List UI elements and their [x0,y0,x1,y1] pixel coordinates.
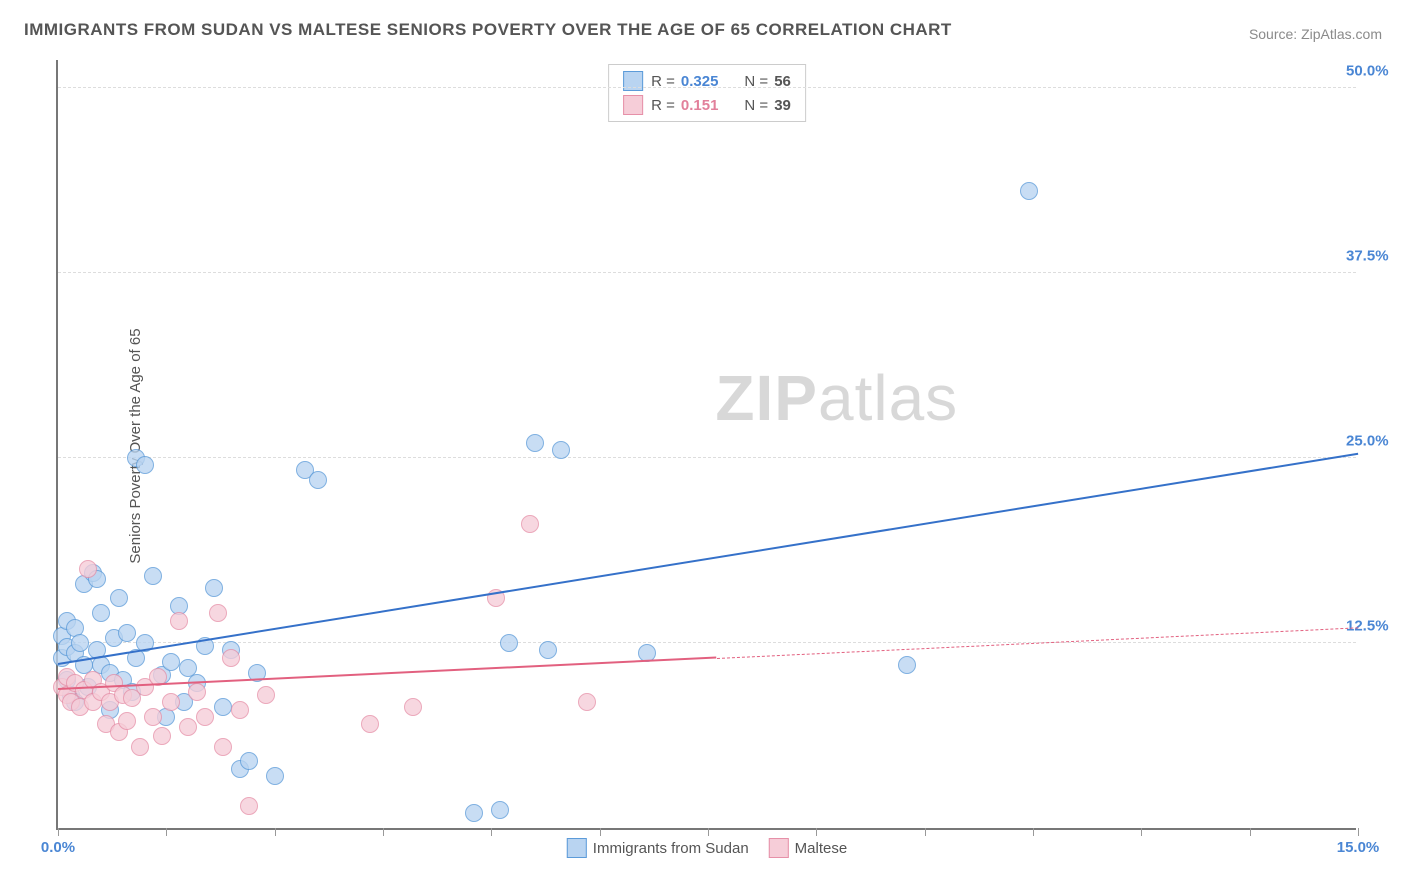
scatter-point [209,604,227,622]
legend-series-label: Maltese [795,840,848,857]
scatter-point [491,801,509,819]
x-tick [275,828,276,836]
scatter-point [361,715,379,733]
scatter-point [222,649,240,667]
source-attribution: Source: ZipAtlas.com [1249,26,1382,42]
x-tick [1250,828,1251,836]
legend-swatch [567,838,587,858]
x-tick [600,828,601,836]
legend-stats: R = 0.325N = 56 R = 0.151 N = 39 [608,64,806,122]
y-tick-label: 50.0% [1346,62,1406,79]
x-tick [816,828,817,836]
scatter-point [188,683,206,701]
scatter-point [71,634,89,652]
trend-line [717,627,1358,659]
legend-r: R = 0.151 [651,97,718,114]
scatter-point [539,641,557,659]
grid-line [58,87,1356,88]
scatter-point [153,727,171,745]
x-tick [1033,828,1034,836]
scatter-point [465,804,483,822]
grid-line [58,272,1356,273]
scatter-point [309,471,327,489]
legend-swatch [623,71,643,91]
watermark: ZIPatlas [715,361,958,435]
plot-area: ZIPatlas R = 0.325N = 56R = 0.151N = 39 … [56,60,1356,830]
y-tick-label: 12.5% [1346,617,1406,634]
legend-swatch [769,838,789,858]
x-tick [1141,828,1142,836]
grid-line [58,642,1356,643]
scatter-point [404,698,422,716]
legend-series-item: Immigrants from Sudan [567,838,749,858]
x-tick-label: 15.0% [1337,839,1380,856]
legend-stats-row: R = 0.325N = 56 [623,69,791,93]
scatter-point [266,767,284,785]
trend-line [58,453,1358,665]
scatter-point [257,686,275,704]
scatter-point [162,653,180,671]
scatter-point [578,693,596,711]
scatter-point [110,589,128,607]
grid-line [58,457,1356,458]
legend-stats-row: R = 0.151 N = 39 [623,93,791,117]
scatter-point [214,698,232,716]
x-tick [925,828,926,836]
scatter-point [526,434,544,452]
scatter-point [240,752,258,770]
x-tick [491,828,492,836]
y-tick-label: 37.5% [1346,247,1406,264]
scatter-point [196,708,214,726]
x-tick [383,828,384,836]
scatter-point [136,456,154,474]
scatter-point [179,718,197,736]
scatter-point [500,634,518,652]
scatter-point [231,701,249,719]
scatter-point [214,738,232,756]
legend-series: Immigrants from Sudan Maltese [567,838,847,858]
scatter-point [552,441,570,459]
scatter-point [205,579,223,597]
scatter-point [240,797,258,815]
scatter-point [170,612,188,630]
legend-swatch [623,95,643,115]
scatter-point [118,624,136,642]
x-tick [1358,828,1359,836]
x-tick [58,828,59,836]
legend-n: N = 39 [744,97,790,114]
scatter-point [118,712,136,730]
scatter-point [144,708,162,726]
legend-series-item: Maltese [769,838,848,858]
scatter-point [92,604,110,622]
x-tick [708,828,709,836]
scatter-point [79,560,97,578]
scatter-point [898,656,916,674]
scatter-point [131,738,149,756]
x-tick [166,828,167,836]
chart-title: IMMIGRANTS FROM SUDAN VS MALTESE SENIORS… [24,20,952,40]
legend-series-label: Immigrants from Sudan [593,840,749,857]
scatter-point [521,515,539,533]
scatter-point [144,567,162,585]
scatter-point [162,693,180,711]
scatter-point [1020,182,1038,200]
y-tick-label: 25.0% [1346,432,1406,449]
x-tick-label: 0.0% [41,839,75,856]
